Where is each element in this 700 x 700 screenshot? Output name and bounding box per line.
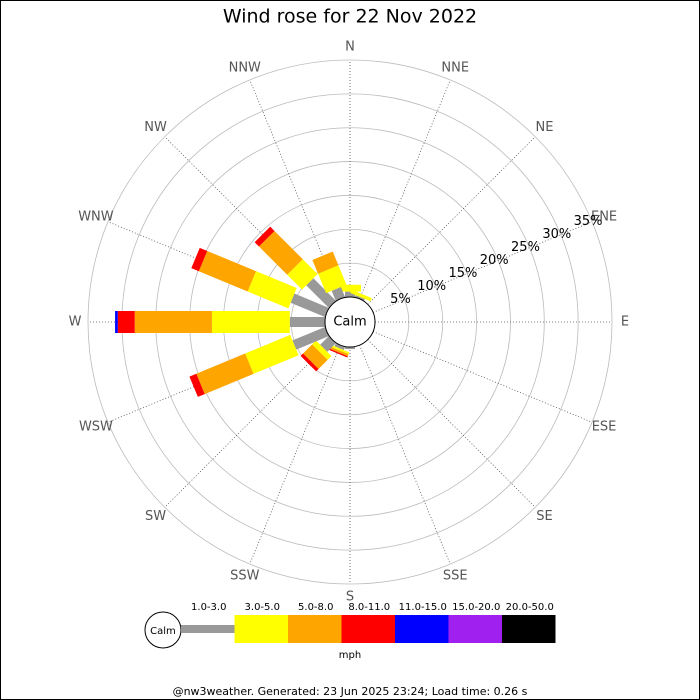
calm-circle — [324, 296, 376, 348]
wind-bar — [345, 347, 355, 350]
wind-bar — [211, 311, 290, 333]
direction-label: SSE — [443, 569, 468, 584]
wind-bar — [292, 326, 329, 350]
wind-bar — [189, 373, 205, 397]
wind-bar — [300, 353, 319, 372]
direction-label: ENE — [591, 209, 617, 224]
spoke — [164, 339, 333, 508]
wind-bar — [306, 278, 336, 308]
wind-bar — [328, 344, 350, 355]
legend-label: 1.0-3.0 — [191, 602, 226, 613]
direction-label: SSW — [230, 569, 260, 584]
wind-bar — [196, 353, 254, 395]
wind-bar — [258, 230, 303, 275]
spoke — [372, 331, 593, 423]
wind-bar — [312, 340, 332, 360]
wind-bar — [354, 295, 365, 301]
spoke — [367, 136, 536, 305]
wind-bar — [290, 293, 329, 318]
chart-title: Wind rose for 22 Nov 2022 — [223, 6, 477, 28]
ring-label: 30% — [542, 227, 571, 242]
wind-bar — [302, 344, 328, 370]
direction-label: S — [346, 590, 354, 605]
direction-label: NE — [535, 120, 553, 135]
wind-bar — [287, 259, 318, 290]
calm-label: Calm — [333, 315, 366, 330]
direction-label: W — [69, 315, 82, 330]
wind-bar — [134, 311, 212, 333]
legend-label: 8.0-11.0 — [348, 602, 390, 613]
spoke — [372, 221, 593, 313]
wind-bar — [334, 343, 346, 351]
footer: @nw3weather. Generated: 23 Jun 2025 23:2… — [173, 685, 528, 698]
ring-label: 5% — [390, 292, 411, 307]
legend-label: 3.0-5.0 — [245, 602, 280, 613]
legend-swatch — [341, 615, 395, 643]
direction-label: E — [621, 315, 629, 330]
spoke — [359, 344, 451, 565]
wind-bar — [350, 289, 372, 302]
ring-label: 20% — [480, 253, 509, 268]
ring-label: 35% — [574, 214, 603, 229]
legend-swatch — [395, 615, 449, 643]
wind-bar — [254, 226, 275, 247]
ring-label: 10% — [417, 279, 446, 294]
wind-bar — [327, 345, 349, 357]
direction-label: NNE — [441, 60, 469, 75]
spoke — [359, 79, 451, 300]
direction-label: WNW — [78, 209, 114, 224]
wind-bar — [245, 334, 299, 374]
direction-label: NW — [144, 120, 167, 135]
legend-label: 20.0-50.0 — [506, 602, 554, 613]
wind-bar — [247, 271, 297, 309]
wind-bar — [326, 347, 348, 358]
direction-label: SW — [145, 509, 166, 524]
legend-unit: mph — [339, 650, 361, 661]
wind-bar — [320, 336, 336, 352]
direction-label: N — [345, 40, 355, 55]
legend-calm-label: Calm — [150, 626, 176, 637]
grid-ring — [87, 59, 613, 585]
wind-bar — [312, 251, 339, 274]
direction-label: NNW — [229, 60, 261, 75]
direction-label: SE — [536, 509, 552, 524]
legend-swatch — [502, 615, 556, 643]
legend-swatch — [234, 615, 288, 643]
direction-label: ESE — [592, 420, 617, 435]
legend-label: 11.0-15.0 — [399, 602, 447, 613]
wind-bar — [331, 286, 346, 301]
wind-bar — [115, 311, 118, 333]
spoke — [249, 344, 341, 565]
direction-label: WSW — [79, 420, 113, 435]
wind-bar — [318, 265, 347, 294]
legend-swatch — [288, 615, 342, 643]
legend-swatch — [181, 625, 235, 633]
wind-bar — [289, 317, 325, 327]
legend-swatch — [448, 615, 502, 643]
legend-label: 15.0-20.0 — [452, 602, 500, 613]
wind-bar — [339, 284, 361, 292]
wind-bar — [117, 311, 135, 333]
wind-bar — [191, 247, 208, 272]
wind-bar — [198, 250, 257, 292]
legend-label: 5.0-8.0 — [298, 602, 333, 613]
spoke — [367, 339, 536, 508]
ring-label: 15% — [448, 266, 477, 281]
ring-label: 25% — [511, 240, 540, 255]
